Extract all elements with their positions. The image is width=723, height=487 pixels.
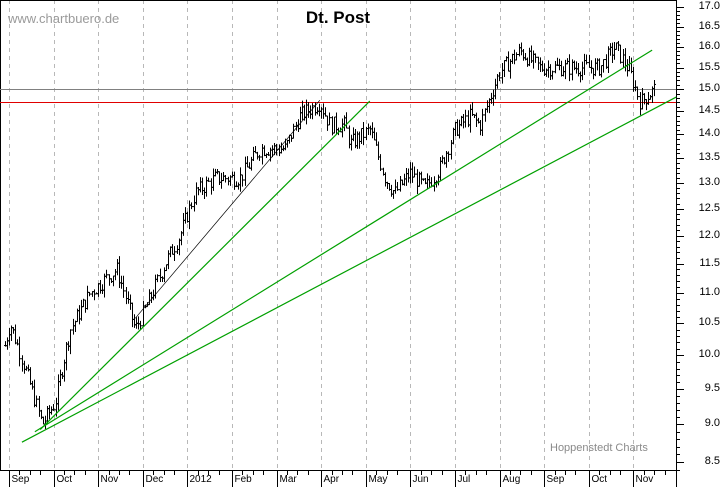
y-tick-label: 13.5 <box>698 151 720 164</box>
x-tick-label: Oct <box>56 474 73 485</box>
y-tick-label: 16.5 <box>698 19 720 32</box>
x-tick-label: Jun <box>412 474 429 485</box>
x-tick-label: May <box>368 474 388 485</box>
y-tick-label: 15.0 <box>698 82 720 95</box>
x-tick-label: Dec <box>145 474 164 485</box>
x-tick-label: Feb <box>234 474 252 485</box>
x-tick-label: Nov <box>100 474 119 485</box>
y-tick-label: 8.5 <box>704 454 720 467</box>
x-tick-label: Sep <box>546 474 565 485</box>
y-tick-label: 9.5 <box>704 381 720 394</box>
y-tick-label: 14.0 <box>698 127 720 140</box>
trendline <box>34 49 653 433</box>
x-tick-label: 2012 <box>189 474 212 485</box>
y-tick-label: 12.0 <box>698 228 720 241</box>
plot-border <box>0 0 677 471</box>
chart-title: Dt. Post <box>305 8 371 27</box>
x-tick-label: Jul <box>457 474 471 485</box>
y-tick-label: 16.0 <box>698 39 720 52</box>
x-tick-label: Sep <box>11 474 30 485</box>
x-tick-label: Apr <box>323 474 340 485</box>
trendline <box>39 100 371 431</box>
y-tick-label: 10.0 <box>698 348 720 361</box>
trendline <box>134 99 321 319</box>
y-tick-label: 11.5 <box>699 256 720 269</box>
x-tick-label: Nov <box>635 474 654 485</box>
y-tick-label: 13.0 <box>698 176 720 189</box>
y-tick-label: 10.5 <box>698 316 720 329</box>
y-tick-label: 11.0 <box>699 285 720 298</box>
y-tick-label: 15.5 <box>698 60 720 73</box>
trendline <box>21 96 677 443</box>
watermark: www.chartbuero.de <box>8 11 120 26</box>
source-label: Hoppenstedt Charts <box>550 442 648 454</box>
y-tick-label: 14.5 <box>698 104 720 117</box>
y-tick-label: 12.5 <box>698 201 720 214</box>
y-tick-label: 9.0 <box>704 417 720 430</box>
x-tick-label: Aug <box>502 474 521 485</box>
x-tick-label: Oct <box>591 474 608 485</box>
y-tick-label: 17.0 <box>698 0 720 12</box>
x-tick-label: Mar <box>279 474 297 485</box>
